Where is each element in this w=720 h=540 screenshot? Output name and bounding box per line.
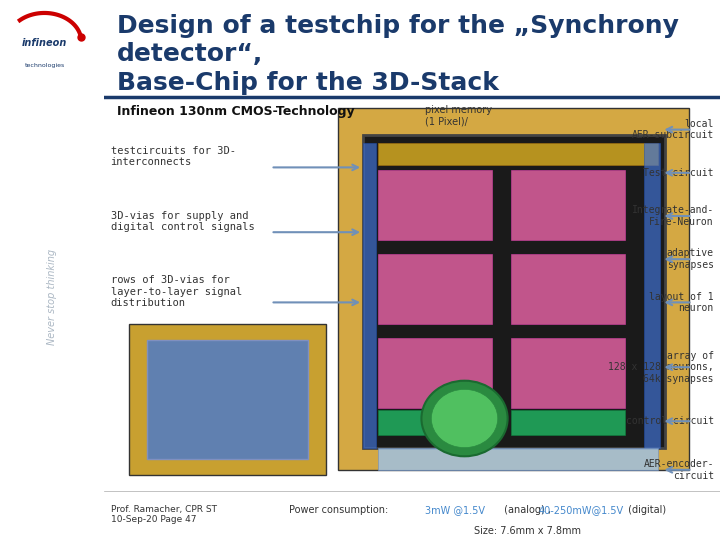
Text: Infineon 130nm CMOS-Technology: Infineon 130nm CMOS-Technology — [117, 105, 354, 118]
FancyBboxPatch shape — [338, 108, 689, 470]
Text: (analog) ,: (analog) , — [501, 505, 552, 515]
FancyBboxPatch shape — [510, 338, 624, 408]
FancyBboxPatch shape — [378, 254, 492, 324]
Text: Prof. Ramacher, CPR ST
10-Sep-20 Page 47: Prof. Ramacher, CPR ST 10-Sep-20 Page 47 — [111, 505, 217, 524]
Text: infineon: infineon — [22, 38, 67, 48]
Text: 3D-vias for supply and
digital control signals: 3D-vias for supply and digital control s… — [111, 211, 254, 232]
FancyBboxPatch shape — [378, 170, 492, 240]
Text: Test circuit: Test circuit — [644, 168, 714, 178]
FancyBboxPatch shape — [129, 324, 326, 475]
Text: rows of 3D-vias for
layer-to-layer signal
distribution: rows of 3D-vias for layer-to-layer signa… — [111, 275, 242, 308]
Text: adaptive
synapses: adaptive synapses — [667, 248, 714, 270]
Text: technologies: technologies — [24, 63, 65, 69]
FancyBboxPatch shape — [363, 143, 377, 448]
Text: control circuit: control circuit — [626, 416, 714, 426]
Text: 3mW @1.5V: 3mW @1.5V — [425, 505, 485, 515]
Text: testcircuits for 3D-
interconnects: testcircuits for 3D- interconnects — [111, 146, 235, 167]
Text: Never stop thinking: Never stop thinking — [48, 249, 57, 345]
FancyBboxPatch shape — [510, 254, 624, 324]
Text: array of
128 x 128 neurons,
64k synapses: array of 128 x 128 neurons, 64k synapses — [608, 350, 714, 384]
FancyBboxPatch shape — [510, 410, 624, 435]
Text: (digital): (digital) — [624, 505, 666, 515]
FancyBboxPatch shape — [378, 410, 492, 435]
Text: Power consumption:: Power consumption: — [289, 505, 388, 515]
Circle shape — [431, 389, 498, 448]
FancyBboxPatch shape — [378, 448, 659, 470]
Text: Integrate-and-
Fire-Neuron: Integrate-and- Fire-Neuron — [631, 205, 714, 227]
FancyBboxPatch shape — [378, 338, 492, 408]
FancyBboxPatch shape — [363, 135, 665, 448]
Text: local
AER-subcircuit: local AER-subcircuit — [631, 119, 714, 140]
Text: 40-250mW@1.5V: 40-250mW@1.5V — [539, 505, 624, 515]
FancyBboxPatch shape — [148, 340, 307, 459]
Circle shape — [421, 381, 508, 456]
FancyBboxPatch shape — [510, 170, 624, 240]
FancyBboxPatch shape — [644, 143, 660, 448]
Text: pixel memory
(1 Pixel)/: pixel memory (1 Pixel)/ — [425, 105, 492, 127]
Text: AER-encoder-
circuit: AER-encoder- circuit — [644, 459, 714, 481]
Text: Design of a testchip for the „Synchrony
detector“,
Base-Chip for the 3D-Stack: Design of a testchip for the „Synchrony … — [117, 14, 678, 95]
Text: layout of 1
neuron: layout of 1 neuron — [649, 292, 714, 313]
FancyBboxPatch shape — [378, 143, 659, 165]
Text: Size: 7.6mm x 7.8mm: Size: 7.6mm x 7.8mm — [474, 526, 581, 537]
